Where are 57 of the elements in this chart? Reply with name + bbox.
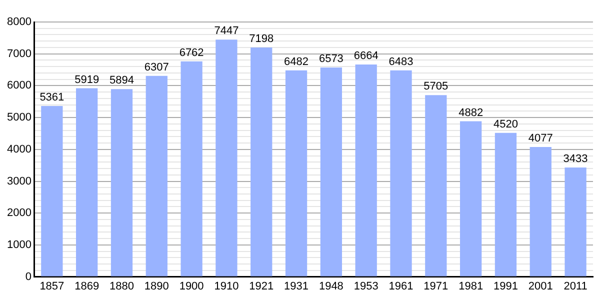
x-tick-label: 2001 (528, 280, 553, 292)
data-label: 6307 (144, 61, 169, 74)
data-label: 5919 (74, 74, 100, 86)
bar (530, 146, 552, 276)
x-tick-label: 1931 (284, 280, 309, 292)
bar (250, 48, 272, 276)
bar (180, 61, 202, 276)
data-label: 4882 (458, 106, 484, 119)
data-label: 6483 (388, 56, 414, 68)
bar (285, 70, 308, 276)
bar (76, 88, 98, 276)
bar (41, 106, 63, 276)
x-tick-label: 1948 (318, 280, 344, 292)
bar (494, 132, 517, 276)
data-label: 6573 (318, 52, 344, 65)
x-tick-label: 1971 (424, 280, 448, 292)
x-tick-label: 1991 (493, 280, 518, 292)
x-tick-label: 1880 (110, 280, 134, 292)
bar (460, 121, 482, 276)
y-tick-label: 8000 (6, 16, 32, 28)
x-tick-label: 1953 (354, 280, 378, 292)
data-label: 5705 (424, 80, 448, 93)
y-tick-label: 6000 (6, 80, 32, 92)
bar (216, 40, 238, 276)
data-label: 6482 (284, 56, 309, 68)
data-label: 6762 (179, 46, 204, 59)
data-label: 7198 (249, 33, 274, 46)
data-label: 5894 (110, 74, 134, 87)
bar (355, 64, 377, 276)
x-tick-label: 2011 (564, 280, 588, 292)
x-tick-label: 1910 (214, 280, 239, 292)
y-tick-label: 5000 (6, 112, 32, 124)
x-tick-label: 1961 (388, 280, 414, 292)
x-tick-label: 1869 (74, 280, 100, 292)
bar (390, 70, 412, 276)
bar (146, 76, 168, 276)
y-tick-label: 7000 (6, 48, 32, 60)
data-label: 4520 (493, 118, 518, 130)
bar (110, 89, 133, 276)
data-label: 6664 (354, 50, 378, 62)
y-tick-label: 3000 (6, 175, 32, 188)
data-label: 4077 (528, 132, 553, 144)
bar (425, 95, 447, 276)
data-label: 3433 (563, 152, 588, 165)
x-tick-label: 1890 (144, 280, 169, 292)
bar (564, 167, 586, 276)
y-tick-label: 0 (25, 270, 32, 283)
y-tick-label: 1000 (6, 238, 32, 251)
x-tick-label: 1857 (40, 280, 64, 292)
data-label: 7447 (214, 25, 239, 38)
x-tick-label: 1981 (458, 280, 484, 292)
bar (320, 67, 342, 276)
y-tick-label: 2000 (6, 207, 32, 220)
x-tick-label: 1900 (179, 280, 204, 292)
data-label: 5361 (40, 92, 64, 104)
x-tick-label: 1921 (249, 280, 274, 292)
y-tick-label: 4000 (6, 143, 32, 156)
